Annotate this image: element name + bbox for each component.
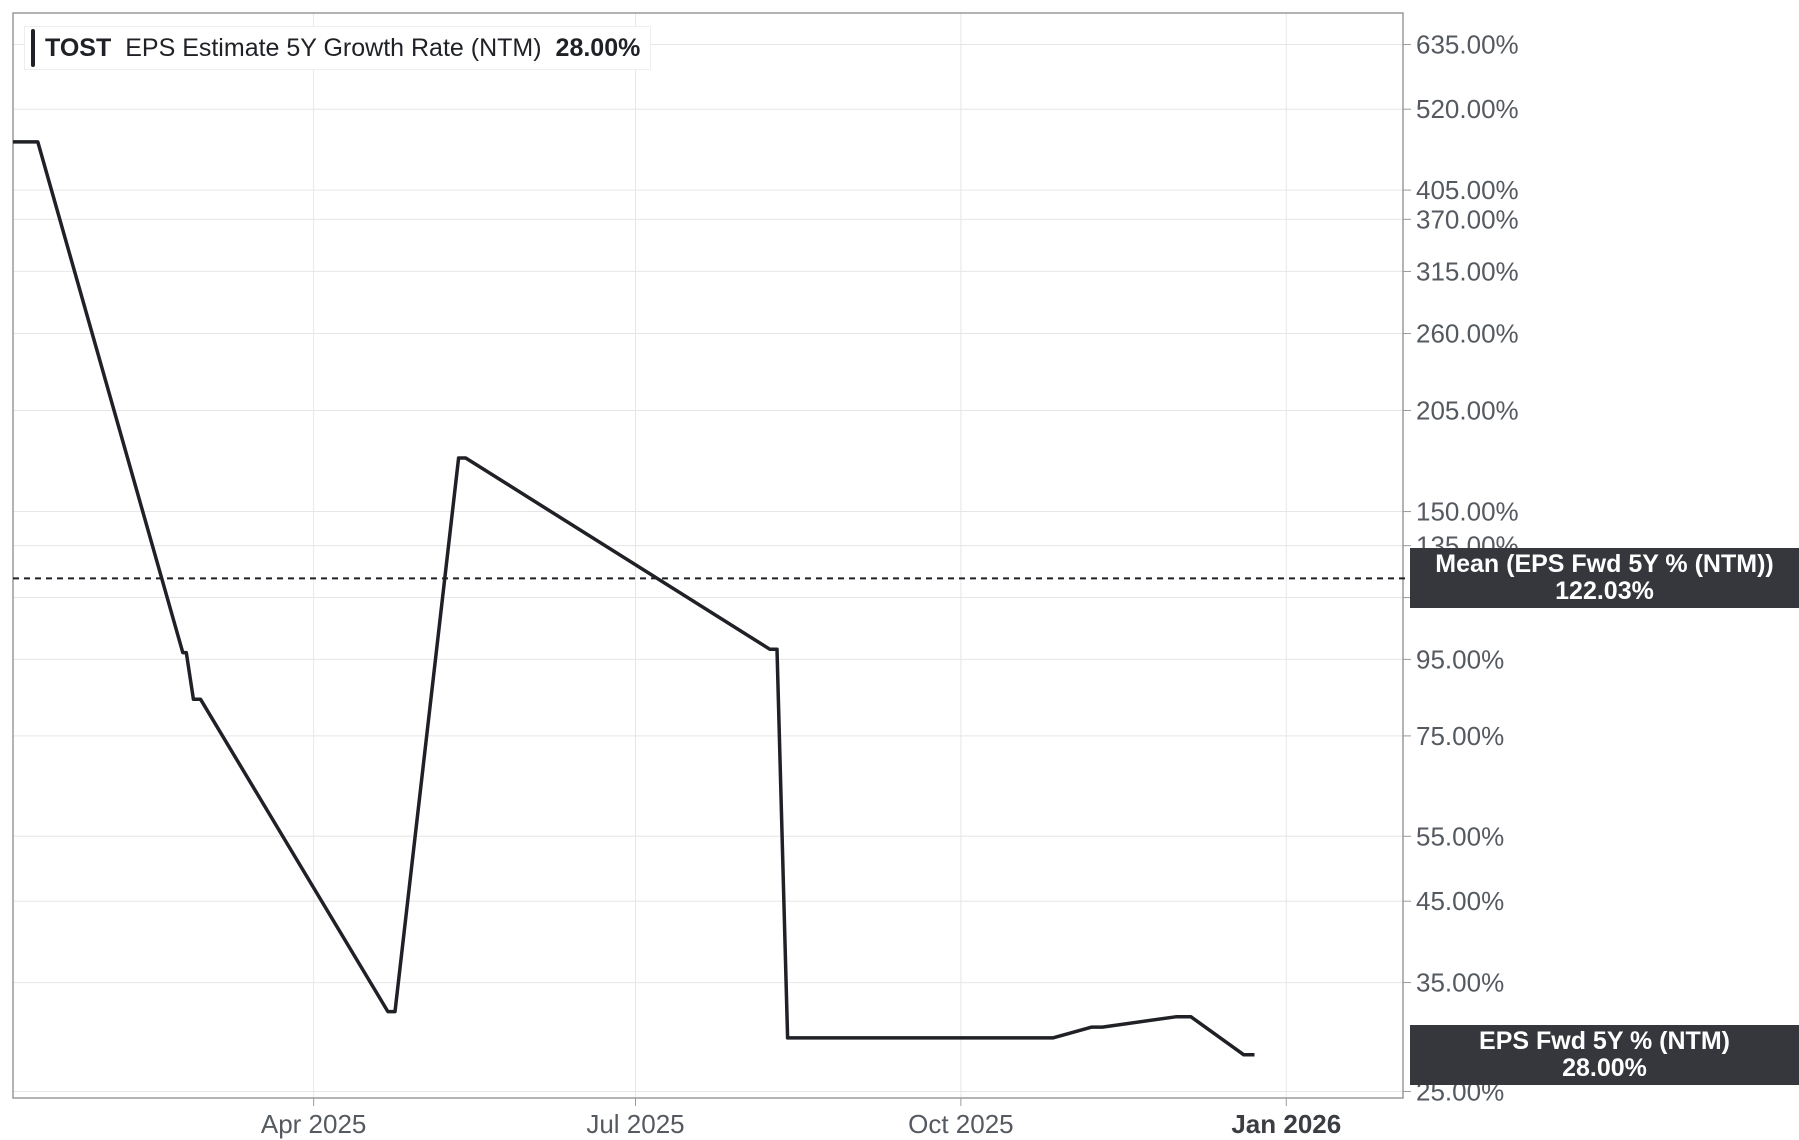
mean-tag-value: 122.03%: [1555, 577, 1654, 606]
last-value-tag-label: EPS Fwd 5Y % (NTM): [1479, 1026, 1730, 1055]
mean-tag: Mean (EPS Fwd 5Y % (NTM)) 122.03%: [1410, 548, 1799, 609]
plot-border: [12, 12, 1404, 1099]
last-value-tag: EPS Fwd 5Y % (NTM) 28.00%: [1410, 1024, 1799, 1085]
y-tick-label: 205.00%: [1416, 395, 1519, 425]
y-tick-label: 45.00%: [1416, 886, 1504, 916]
y-tick-label: 315.00%: [1416, 256, 1519, 286]
y-tick-label: 520.00%: [1416, 94, 1519, 124]
y-tick-label: 75.00%: [1416, 721, 1504, 751]
legend-swatch: [31, 29, 35, 67]
series-line: [13, 140, 1255, 1057]
legend-ticker: TOST: [45, 33, 112, 62]
y-tick-label: 370.00%: [1416, 204, 1519, 234]
y-tick-label: 635.00%: [1416, 30, 1519, 60]
last-value-tag-value: 28.00%: [1562, 1053, 1647, 1082]
y-tick-label: 35.00%: [1416, 968, 1504, 998]
x-tick-label: Jan 2026: [1231, 1109, 1341, 1139]
y-tick-label: 405.00%: [1416, 175, 1519, 205]
y-tick-label: 95.00%: [1416, 644, 1504, 674]
mean-tag-label: Mean (EPS Fwd 5Y % (NTM)): [1435, 550, 1774, 579]
legend-value: 28.00%: [555, 33, 641, 62]
x-tick-label: Oct 2025: [908, 1109, 1014, 1139]
x-tick-label: Jul 2025: [586, 1109, 684, 1139]
plot-area: [13, 13, 1403, 1098]
y-tick-label: 260.00%: [1416, 319, 1519, 349]
x-tick-label: Apr 2025: [261, 1109, 367, 1139]
legend: TOST EPS Estimate 5Y Growth Rate (NTM) 2…: [24, 26, 652, 70]
y-tick-label: 55.00%: [1416, 821, 1504, 851]
legend-label: EPS Estimate 5Y Growth Rate (NTM): [125, 33, 542, 62]
y-tick-label: 150.00%: [1416, 497, 1519, 527]
